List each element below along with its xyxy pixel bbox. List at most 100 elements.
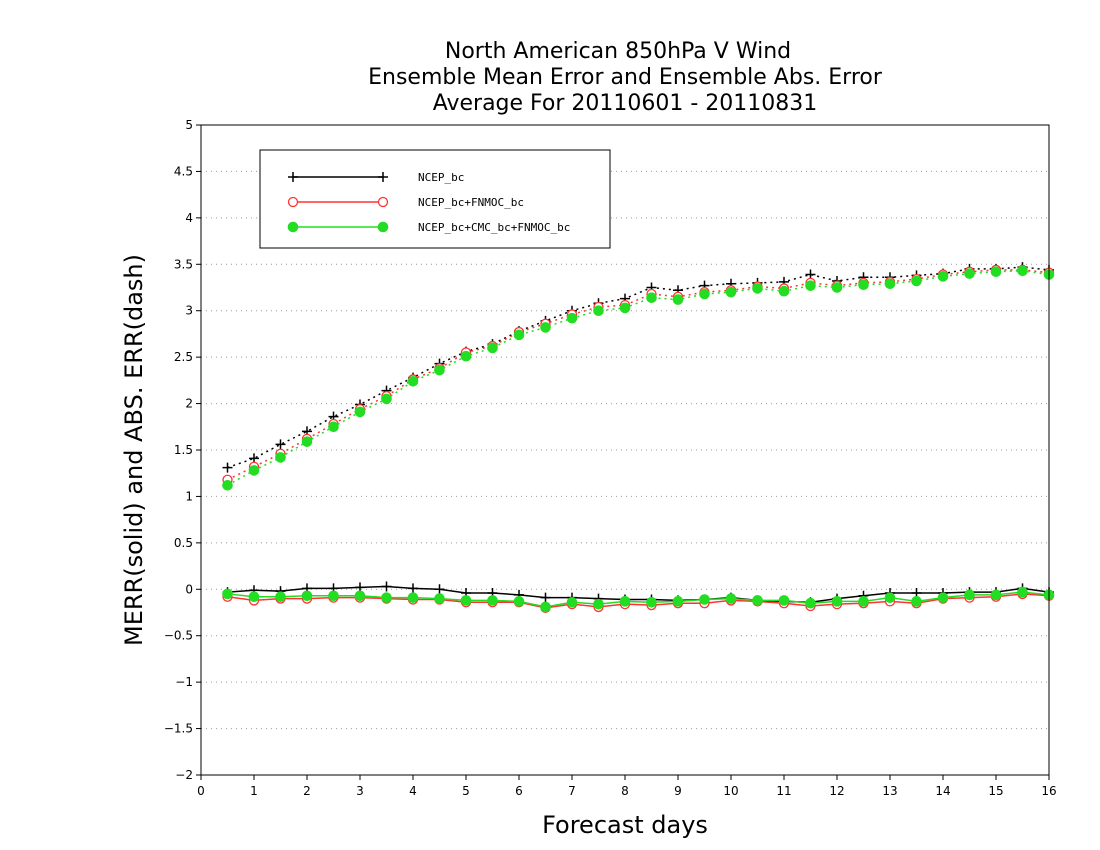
abs-error-point	[884, 278, 896, 290]
title-line-2: Ensemble Mean Error and Ensemble Abs. Er…	[368, 65, 883, 90]
abs-error-point	[964, 268, 975, 279]
legend-item-1: NCEP_bc+FNMOC_bc	[287, 196, 524, 209]
abs-error-point	[434, 364, 445, 376]
mean-error-point	[699, 594, 710, 605]
mean-error-point	[593, 598, 604, 610]
series-0	[222, 262, 1054, 608]
title-line-1: North American 850hPa V Wind	[445, 39, 791, 64]
mean-error-point	[911, 596, 922, 607]
x-tick-label: 4	[409, 784, 417, 798]
legend-item-2: NCEP_bc+CMC_bc+FNMOC_bc	[287, 221, 570, 234]
x-tick-label: 1	[250, 784, 258, 798]
abs-error-point	[540, 322, 551, 333]
mean-error-point	[805, 597, 816, 609]
legend-marker	[378, 172, 388, 182]
y-tick-label: 2	[185, 397, 193, 411]
x-tick-label: 5	[462, 784, 470, 798]
x-tick-label: 10	[723, 784, 738, 798]
legend-marker	[288, 172, 298, 182]
x-tick-label: 12	[829, 784, 844, 798]
legend-marker	[377, 196, 389, 208]
mean-error-point	[964, 589, 975, 601]
mean-error-point	[937, 592, 949, 603]
mean-error-point	[434, 584, 445, 595]
x-tick-label: 9	[674, 784, 682, 798]
abs-error-point	[752, 283, 763, 294]
x-tick-label: 6	[515, 784, 523, 798]
mean-error-point	[487, 595, 498, 606]
mean-error-point	[460, 595, 472, 606]
y-tick-label: 5	[185, 118, 193, 132]
grid	[201, 170, 1049, 730]
abs-error-point	[381, 393, 392, 405]
mean-error-point	[222, 588, 233, 600]
abs-error-point	[566, 312, 578, 324]
x-tick-label: 14	[935, 784, 950, 798]
axis-ticks: 54.543.532.521.510.50−0.5−1−1.5−20 1 2 3 4 5 6…	[164, 118, 1057, 798]
x-tick-label: 3	[356, 784, 364, 798]
y-tick-label: 2.5	[174, 350, 193, 364]
y-tick-label: 1.5	[174, 443, 193, 457]
mean-error-point	[275, 591, 286, 603]
legend-label: NCEP_bc+CMC_bc+FNMOC_bc	[418, 221, 570, 234]
abs-error-point	[778, 285, 790, 297]
mean-error-point	[434, 593, 445, 604]
mean-error-point	[725, 593, 737, 604]
mean-error-point	[354, 590, 366, 602]
mean-error-point	[1017, 586, 1028, 598]
legend-box	[259, 149, 611, 249]
series-layer	[222, 262, 1055, 614]
abs-error-line	[227, 270, 1050, 486]
y-tick-label: −0.5	[164, 629, 193, 643]
abs-error-point	[328, 421, 339, 433]
abs-error-line	[227, 266, 1050, 469]
legend-item-0: NCEP_bc	[288, 171, 464, 184]
mean-error-point	[672, 596, 684, 607]
y-tick-label: 4	[185, 211, 193, 225]
mean-error-point	[381, 592, 392, 603]
y-tick-label: −1.5	[164, 722, 193, 736]
mean-error-point	[990, 589, 1002, 601]
y-tick-label: 4.5	[174, 164, 193, 178]
title-line-3: Average For 20110601 - 20110831	[433, 91, 818, 116]
mean-error-point	[540, 601, 551, 613]
mean-error-point	[540, 592, 551, 603]
x-tick-label: 8	[621, 784, 629, 798]
x-tick-label: 7	[568, 784, 576, 798]
series-2	[222, 265, 1055, 613]
abs-error-point	[672, 294, 684, 305]
legend: NCEP_bc NCEP_bc+FNMOC_bc NCEP_bc+CMC_bc+FN…	[259, 149, 611, 249]
mean-error-point	[831, 596, 843, 607]
abs-error-point	[1017, 265, 1028, 277]
legend-marker	[377, 221, 389, 233]
mean-error-point	[513, 596, 525, 607]
abs-error-point	[725, 286, 737, 298]
abs-error-point	[354, 406, 366, 418]
abs-error-point	[513, 329, 525, 341]
x-tick-label: 2	[303, 784, 311, 798]
legend-marker	[287, 196, 299, 208]
y-tick-label: 3	[185, 304, 193, 318]
abs-error-point	[619, 302, 631, 314]
chart-title: North American 850hPa V Wind Ensemble Me…	[368, 39, 883, 116]
y-tick-label: 3.5	[174, 257, 193, 271]
abs-error-point	[646, 292, 657, 304]
mean-error-point	[858, 596, 869, 607]
y-tick-label: 0	[185, 582, 193, 596]
abs-error-point	[911, 275, 922, 287]
y-axis-label: MERR(solid) and ABS. ERR(dash)	[120, 254, 148, 646]
x-axis-label: Forecast days	[542, 811, 708, 839]
abs-error-line	[227, 269, 1050, 481]
mean-error-point	[778, 595, 790, 606]
abs-error-point	[487, 342, 498, 354]
abs-error-point	[248, 465, 260, 476]
abs-error-point	[990, 266, 1002, 278]
mean-error-point	[646, 596, 657, 608]
abs-error-point	[275, 452, 286, 463]
mean-error-point	[884, 592, 896, 603]
plot-frame	[200, 124, 1050, 776]
x-tick-label: 13	[882, 784, 897, 798]
mean-error-point	[381, 581, 392, 592]
abs-error-point	[275, 439, 286, 450]
